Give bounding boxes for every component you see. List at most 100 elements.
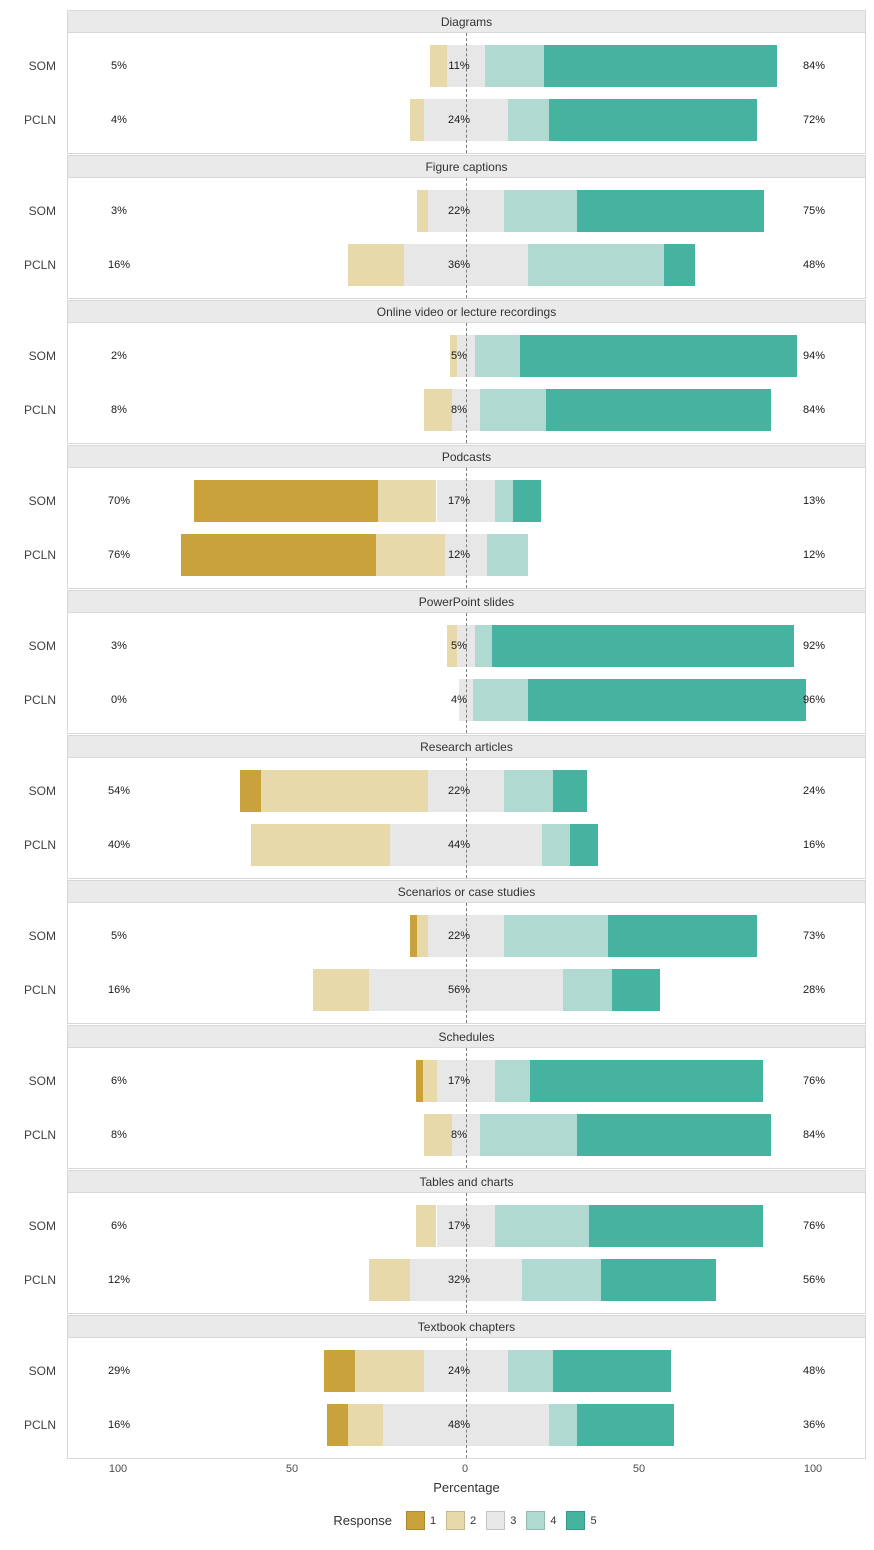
segment-response-4: [495, 480, 513, 522]
high-percentage-label: 92%: [802, 640, 826, 652]
panel-body: SOM 6% 17% 76% PCLN 12% 32% 56%: [24, 1193, 865, 1313]
segment-response-4: [504, 190, 578, 232]
segment-response-4: [486, 534, 529, 576]
segment-response-2: [410, 99, 425, 141]
segment-response-2: [313, 969, 369, 1011]
segment-response-4: [507, 1350, 553, 1392]
high-percentage-label: 84%: [802, 60, 826, 72]
segment-response-3: [436, 1060, 496, 1102]
segment-response-2: [250, 824, 390, 866]
likert-bar-row: SOM 3% 22% 75%: [29, 190, 865, 232]
group-label: SOM: [28, 1219, 56, 1233]
mid-percentage-label: 24%: [447, 1365, 471, 1377]
segment-response-4: [479, 389, 546, 431]
facet-panel: Tables and charts SOM 6% 17% 76% PCLN 12% 32% 5…: [24, 1170, 866, 1314]
legend-label: 3: [510, 1514, 517, 1527]
mid-percentage-label: 56%: [447, 984, 471, 996]
mid-percentage-label: 32%: [447, 1274, 471, 1286]
group-label: PCLN: [23, 1418, 56, 1432]
panel-body: SOM 5% 22% 73% PCLN 16% 56% 28%: [24, 903, 865, 1023]
mid-percentage-label: 8%: [451, 404, 467, 416]
group-label: SOM: [28, 1364, 56, 1378]
legend-item: 3: [486, 1511, 516, 1530]
low-percentage-label: 6%: [111, 1075, 127, 1087]
low-percentage-label: 76%: [107, 549, 131, 561]
segment-response-1: [240, 770, 262, 812]
segment-response-5: [611, 969, 661, 1011]
zero-reference-line: [466, 1193, 467, 1313]
segment-response-5: [608, 915, 758, 957]
x-axis-tick: 0: [461, 1463, 469, 1475]
zero-reference-line: [466, 178, 467, 298]
panel-title: Figure captions: [68, 156, 865, 178]
likert-bar-row: SOM 3% 5% 92%: [29, 625, 865, 667]
mid-percentage-label: 17%: [447, 495, 471, 507]
group-label: SOM: [28, 494, 56, 508]
segment-response-3: [452, 1114, 480, 1156]
mid-percentage-label: 24%: [447, 114, 471, 126]
likert-bar-row: SOM 54% 22% 24%: [29, 770, 865, 812]
segment-response-5: [577, 190, 765, 232]
segment-response-3: [427, 915, 505, 957]
group-label: SOM: [28, 639, 56, 653]
segment-response-5: [570, 824, 598, 866]
segment-response-3: [446, 45, 486, 87]
segment-response-2: [446, 625, 458, 667]
high-percentage-label: 12%: [802, 549, 826, 561]
facet-panel: Figure captions SOM 3% 22% 75% PCLN 16% 36% 48%: [24, 155, 866, 299]
panel-body: SOM 6% 17% 76% PCLN 8% 8% 84%: [24, 1048, 865, 1168]
high-percentage-label: 72%: [802, 114, 826, 126]
low-percentage-label: 16%: [107, 984, 131, 996]
segment-response-3: [389, 824, 543, 866]
segment-response-2: [348, 244, 404, 286]
high-percentage-label: 75%: [802, 205, 826, 217]
x-axis-title: Percentage: [433, 1480, 500, 1495]
panel-body: SOM 5% 11% 84% PCLN 4% 24% 72%: [24, 33, 865, 153]
segment-response-5: [601, 1259, 716, 1301]
mid-percentage-label: 5%: [451, 350, 467, 362]
segment-response-5: [530, 1060, 763, 1102]
high-percentage-label: 28%: [802, 984, 826, 996]
low-percentage-label: 8%: [111, 404, 127, 416]
mid-percentage-label: 22%: [447, 785, 471, 797]
high-percentage-label: 13%: [802, 495, 826, 507]
likert-bar-row: SOM 70% 17% 13%: [29, 480, 865, 522]
group-label: PCLN: [23, 1128, 56, 1142]
segment-response-2: [417, 915, 428, 957]
segment-response-5: [577, 1404, 675, 1446]
legend-item: 2: [446, 1511, 476, 1530]
segment-response-2: [429, 45, 447, 87]
zero-reference-line: [466, 613, 467, 733]
segment-response-4: [495, 1205, 590, 1247]
group-label: PCLN: [23, 113, 56, 127]
panel-body: SOM 29% 24% 48% PCLN 16% 48% 36%: [24, 1338, 865, 1458]
mid-percentage-label: 44%: [447, 839, 471, 851]
segment-response-4: [542, 824, 571, 866]
legend-swatch-1: [405, 1511, 425, 1530]
segment-response-3: [427, 190, 505, 232]
facet-panel: Podcasts SOM 70% 17% 13% PCLN 76% 12% 12%: [24, 445, 866, 589]
panel-body: SOM 2% 5% 94% PCLN 8% 8% 84%: [24, 323, 865, 443]
likert-bar-row: PCLN 4% 24% 72%: [24, 99, 865, 141]
low-percentage-label: 54%: [107, 785, 131, 797]
panel-title: Podcasts: [68, 446, 865, 468]
segment-response-4: [485, 45, 545, 87]
segment-response-4: [528, 244, 664, 286]
zero-reference-line: [466, 758, 467, 878]
group-label: SOM: [28, 1074, 56, 1088]
segment-response-2: [417, 190, 428, 232]
segment-response-4: [495, 1060, 531, 1102]
segment-response-2: [261, 770, 428, 812]
likert-bar-row: PCLN 8% 8% 84%: [24, 389, 865, 431]
legend-items: 1 2 3 4 5: [405, 1511, 597, 1530]
segment-response-3: [457, 335, 475, 377]
segment-response-4: [549, 1404, 578, 1446]
segment-response-2: [450, 335, 458, 377]
likert-bar-row: PCLN 16% 36% 48%: [24, 244, 865, 286]
segment-response-2: [368, 1259, 411, 1301]
legend-item: 1: [405, 1511, 436, 1530]
mid-percentage-label: 17%: [447, 1075, 471, 1087]
high-percentage-label: 24%: [802, 785, 826, 797]
high-percentage-label: 48%: [802, 1365, 826, 1377]
panel-title: Tables and charts: [68, 1171, 865, 1193]
